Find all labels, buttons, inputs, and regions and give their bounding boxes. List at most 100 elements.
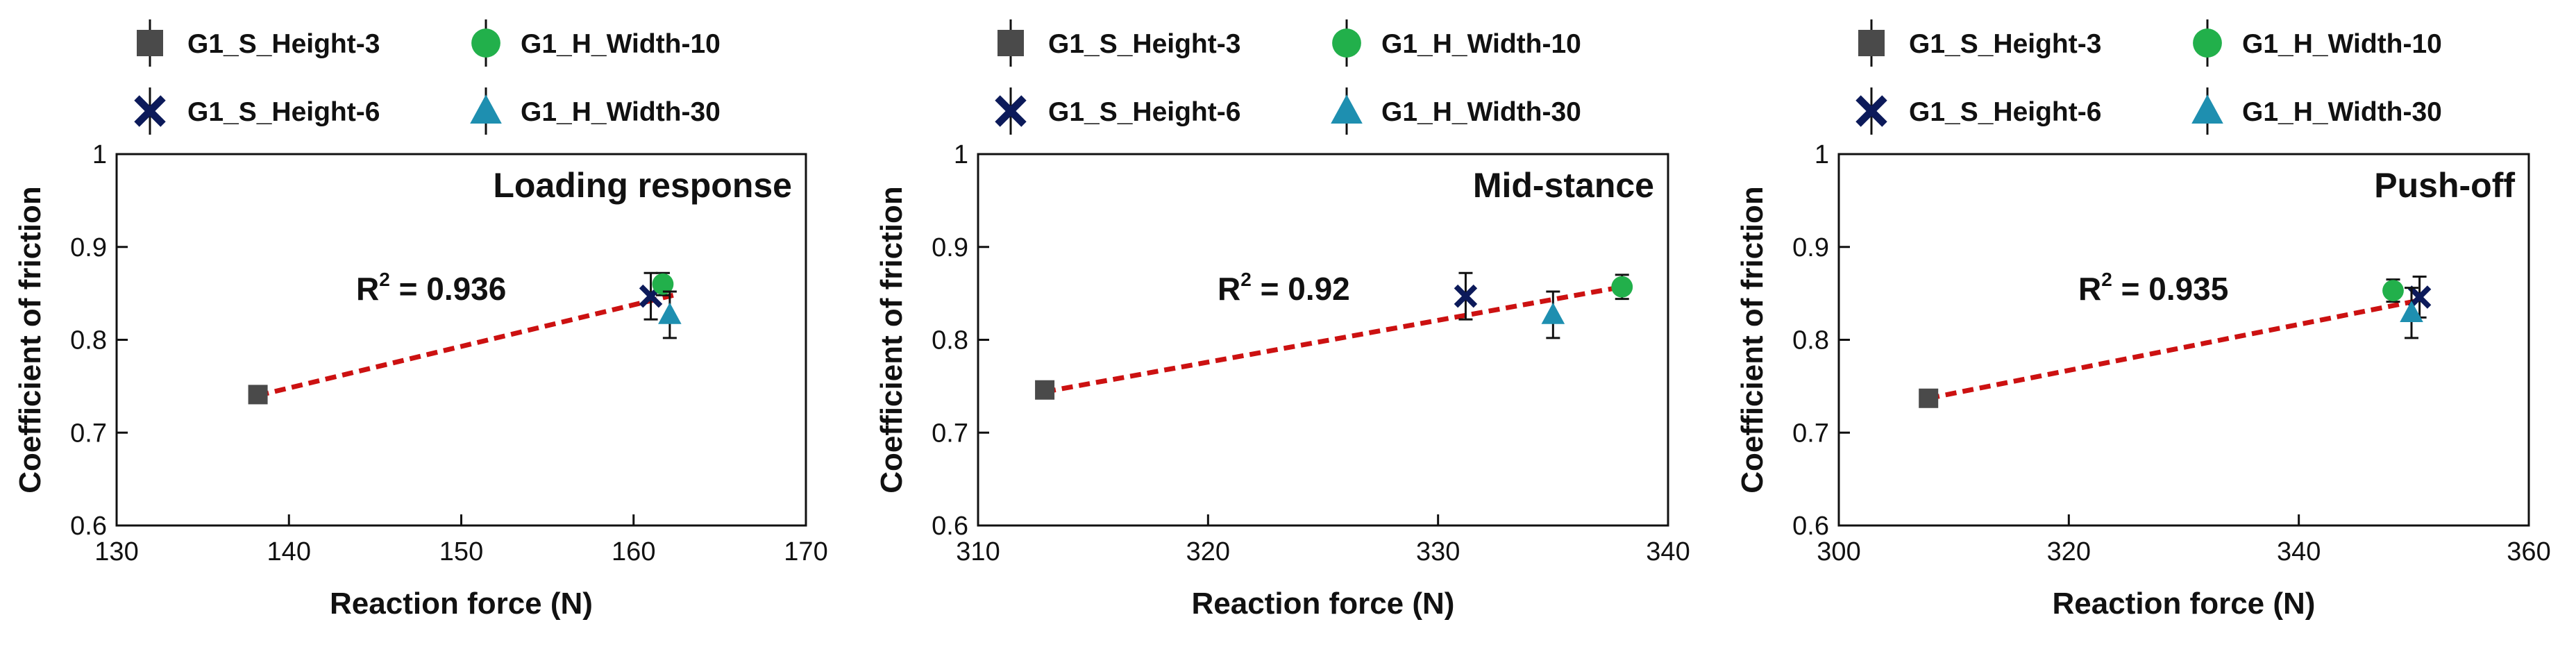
marker-square-icon [1035,380,1055,400]
x-tick-label: 140 [267,537,311,566]
x-tick-label: 310 [956,537,1000,566]
marker-square-icon [248,385,268,405]
data-point-g1-s-height-3 [248,385,268,405]
fit-line [1928,297,2423,401]
y-axis: 0.6 0.7 0.8 0.9 1 [932,140,989,541]
square-icon [1858,30,1885,56]
circle-icon [1332,28,1361,58]
data-point-g1-s-height-3 [1919,388,1939,408]
circle-shape [1332,28,1361,58]
legend-label: G1_S_Height-6 [1909,97,2101,127]
data-point-g1-s-height-3 [1035,380,1055,400]
y-tick-label: 0.7 [932,419,968,448]
triangle-shape [2400,301,2423,323]
legend-label: G1_H_Width-10 [521,29,721,59]
x-tick-label: 300 [1817,537,1860,566]
square-shape [1919,388,1939,408]
r2-label: R [356,271,379,307]
triangle-icon [2191,94,2223,124]
x-axis: 130 140 150 160 170 [94,514,828,566]
data-point-g1-h-width-10 [1611,274,1633,301]
triangle-shape [1331,94,1363,124]
legend-label: G1_H_Width-30 [521,97,721,127]
legend-label: G1_H_Width-10 [2242,29,2442,59]
fit-line [257,292,674,398]
marker-x-cross-icon [1454,284,1478,308]
cross-stroke [1855,95,1887,127]
legend-item-g1-s-height-3: G1_S_Height-3 [1858,19,2101,67]
y-tick-label: 1 [1815,140,1829,169]
triangle-shape [470,94,502,124]
x-cross-icon [134,95,166,127]
cross-stroke [2407,285,2432,309]
x-tick-label: 320 [1186,537,1230,566]
r2-annotation: R2 = 0.92 [1218,269,1350,307]
triangle-icon [470,94,502,124]
legend-item-g1-h-width-30: G1_H_Width-30 [1331,87,1581,135]
x-tick-label: 160 [612,537,655,566]
triangle-shape [1541,302,1565,324]
marker-triangle-icon [2400,301,2423,323]
circle-shape [2382,280,2404,302]
panel-title: Loading response [493,166,792,205]
circle-icon [471,28,500,58]
r2-value: = 0.935 [2112,271,2229,307]
y-tick-label: 0.9 [932,233,968,262]
legend-item-g1-s-height-6: G1_S_Height-6 [1855,87,2101,135]
y-tick-label: 1 [92,140,107,169]
r2-superscript: 2 [1240,269,1252,290]
x-tick-label: 320 [2047,537,2091,566]
x-tick-label: 130 [94,537,138,566]
y-axis: 0.6 0.7 0.8 0.9 1 [70,140,128,541]
cross-stroke [134,95,166,127]
panel-title: Push-off [2374,166,2515,205]
data-point-g1-h-width-10 [652,271,674,296]
r2-value: = 0.92 [1252,271,1350,307]
cross-stroke [995,95,1027,127]
r2-value: = 0.936 [390,271,507,307]
triangle-shape [2191,94,2223,124]
marker-x-cross-icon [2407,285,2432,309]
y-tick-label: 0.9 [70,233,107,262]
data-point-g1-s-height-6 [1454,271,1478,321]
r2-annotation: R2 = 0.936 [356,269,506,307]
data-points [248,271,682,405]
x-tick-label: 360 [2507,537,2550,566]
x-tick-label: 340 [2277,537,2321,566]
legend-label: G1_S_Height-3 [1048,29,1240,59]
marker-square-icon [1919,388,1939,408]
chart-panel-mid-stance: G1_S_Height-3 G1_H_Width-10 G1_S_Height-6 G… [875,19,1690,621]
x-cross-icon [995,95,1027,127]
legend-label: G1_S_Height-3 [1909,29,2101,59]
y-axis-title: Coefficient of friction [875,186,909,493]
y-tick-label: 0.6 [932,512,968,541]
r2-label: R [1218,271,1240,307]
marker-circle-icon [2382,280,2404,302]
circle-icon [2193,28,2222,58]
r2-label: R [2078,271,2101,307]
y-tick-label: 0.7 [70,419,107,448]
marker-triangle-icon [1541,302,1565,324]
data-point-g1-h-width-10 [2382,278,2404,303]
x-axis: 300 320 340 360 [1817,514,2551,566]
legend-item-g1-h-width-10: G1_H_Width-10 [471,19,721,67]
square-shape [1858,30,1885,56]
y-tick-label: 1 [954,140,968,169]
r2-annotation: R2 = 0.935 [2078,269,2228,307]
data-point-g1-h-width-30 [1541,290,1565,339]
square-icon [997,30,1024,56]
legend-label: G1_S_Height-6 [187,97,380,127]
square-shape [1035,380,1055,400]
x-axis-title: Reaction force (N) [1192,587,1455,621]
r2-superscript: 2 [2101,269,2112,290]
legend-item-g1-h-width-10: G1_H_Width-10 [1332,19,1581,67]
legend-label: G1_H_Width-10 [1381,29,1581,59]
y-axis: 0.6 0.7 0.8 0.9 1 [1792,140,1850,541]
circle-shape [652,273,674,295]
legend-item-g1-h-width-30: G1_H_Width-30 [470,87,721,135]
marker-triangle-icon [658,302,682,324]
x-tick-label: 340 [1646,537,1690,566]
y-tick-label: 0.8 [70,326,107,355]
r2-superscript: 2 [379,269,390,290]
